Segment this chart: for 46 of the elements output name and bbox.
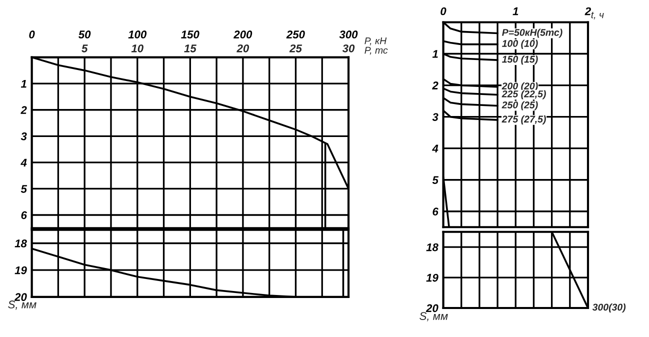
y-tick-label: 4	[432, 144, 438, 152]
x-tick-label: 300	[339, 30, 358, 38]
y-tick-label: 3	[432, 113, 438, 121]
series-label: 275 (27,5)	[502, 115, 546, 124]
x-tick-label: 50	[78, 30, 91, 38]
y-tick-label: 6	[432, 208, 438, 216]
y-tick-label: 1	[432, 50, 438, 58]
y-tick-label: 5	[432, 176, 439, 184]
x-tick-label: 250	[286, 30, 305, 38]
y-axis-title: S, мм	[420, 312, 448, 322]
y-tick-label: 3	[20, 132, 27, 140]
series-label: 100 (10)	[502, 40, 538, 49]
y-tick-label: 20	[426, 304, 438, 312]
series-label: 250 (25)	[502, 101, 538, 110]
x2-axis-title: P, тс	[364, 46, 388, 55]
x-tick-label: 200	[234, 30, 252, 38]
x2-tick-label: 20	[236, 44, 250, 52]
y-tick-label: 2	[20, 106, 27, 114]
x-tick-label: 1	[512, 7, 518, 16]
y-tick-label: 4	[20, 158, 27, 166]
y-tick-label: 18	[426, 243, 438, 252]
series-label: 150 (15)	[502, 56, 538, 65]
series-label: P=50кН(5тс)	[502, 28, 562, 38]
x2-tick-label: 30	[342, 44, 355, 52]
x-tick-label: 150	[181, 30, 200, 38]
x-tick-label: 0	[440, 7, 446, 16]
y-tick-label: 19	[14, 266, 27, 274]
y-axis-title: S, мм	[8, 300, 36, 310]
y-tick-label: 20	[14, 293, 27, 302]
x2-tick-label: 10	[131, 44, 144, 52]
x-axis-title: P, кН	[364, 37, 387, 46]
series-label: 225 (22,5)	[502, 90, 546, 100]
x2-tick-label: 5	[82, 44, 88, 52]
x-axis-title: t, ч	[591, 12, 604, 20]
y-tick-label: 6	[21, 211, 27, 220]
x2-tick-label: 15	[184, 44, 196, 52]
x-tick-label: 100	[128, 30, 147, 38]
y-tick-label: 18	[14, 240, 27, 248]
y-tick-label: 5	[20, 185, 28, 193]
x2-tick-label: 25	[289, 44, 302, 52]
y-tick-label: 1	[20, 80, 26, 88]
x-tick-label: 2	[584, 7, 591, 16]
x-tick-label: 0	[29, 30, 35, 38]
y-tick-label: 19	[426, 274, 438, 282]
y-tick-label: 2	[432, 82, 438, 90]
series-label: 300(30)	[592, 303, 626, 313]
